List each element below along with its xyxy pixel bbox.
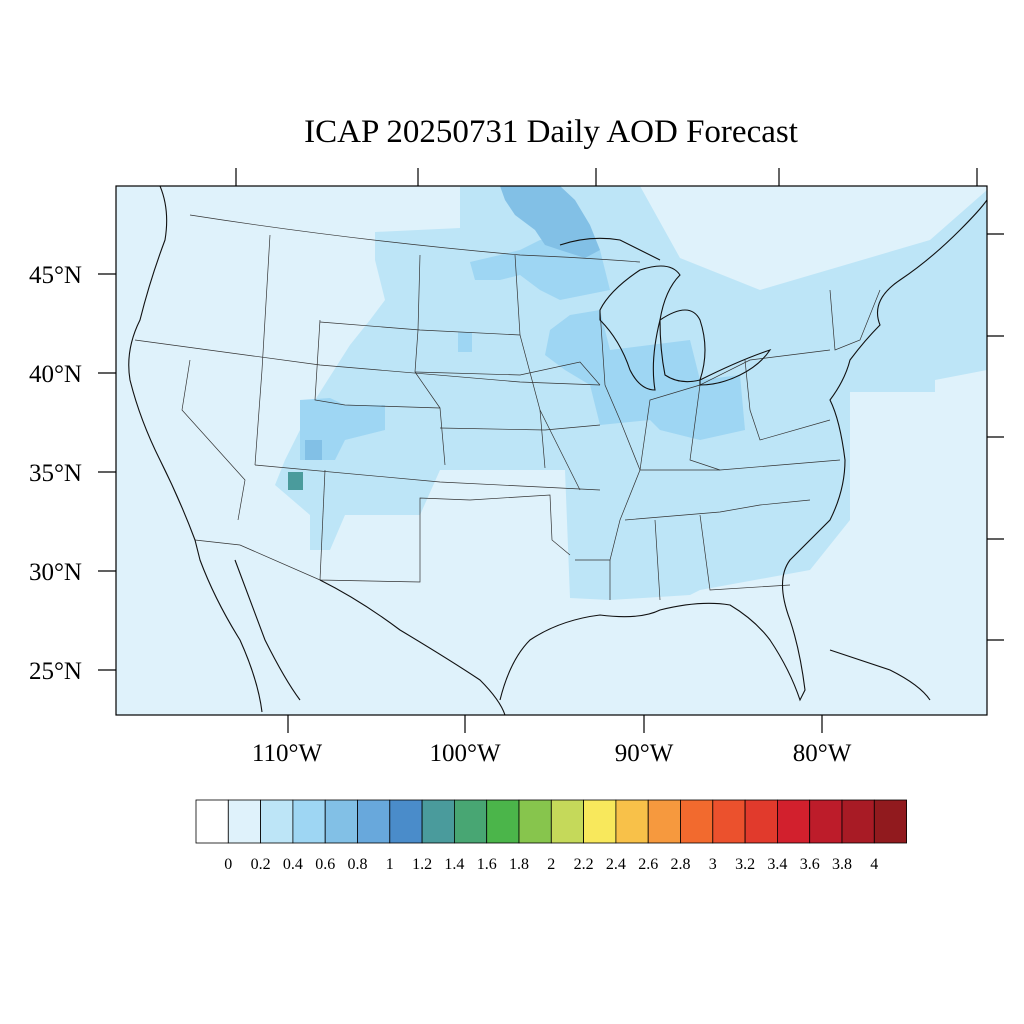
colorbar-label: 1.4: [444, 856, 464, 873]
aod-region-utah-arizona-fire: [288, 472, 303, 490]
colorbar-swatch: [227, 799, 262, 844]
aod-field: [275, 186, 987, 600]
colorbar-label: 2.4: [606, 856, 626, 873]
lon-label: 80°W: [793, 740, 852, 767]
lat-label: 25°N: [29, 658, 82, 685]
colorbar-swatch: [389, 799, 423, 844]
colorbar-label: 3.6: [800, 856, 820, 873]
colorbar-swatch: [550, 799, 584, 844]
colorbar-swatch: [292, 799, 326, 844]
lat-label: 40°N: [29, 361, 82, 388]
colorbar-swatch: [583, 799, 617, 844]
aod-region-utah-core: [305, 440, 322, 460]
colorbar-boxes: [195, 799, 907, 844]
colorbar-swatch: [712, 799, 746, 844]
colorbar-swatch: [647, 799, 681, 844]
colorbar: 0 0.2 0.4 0.6 0.8 1 1.2 1.4 1.6 1.8 2 2.2 2.4 2.6 2.8 3…: [195, 799, 907, 873]
colorbar-label: 2: [547, 856, 555, 873]
colorbar-label: 1.6: [477, 856, 497, 873]
colorbar-swatch: [421, 799, 455, 844]
colorbar-swatch: [324, 799, 358, 844]
lat-labels: 45°N 40°N 35°N 30°N 25°N: [29, 262, 82, 685]
aod-region-mn-ontario: [470, 240, 610, 300]
colorbar-swatch: [841, 799, 875, 844]
colorbar-label: 3.8: [832, 856, 852, 873]
colorbar-swatch: [195, 799, 229, 844]
colorbar-swatch: [486, 799, 520, 844]
colorbar-label: 3.4: [767, 856, 787, 873]
colorbar-swatch: [744, 799, 778, 844]
lon-labels: 110°W 100°W 90°W 80°W: [252, 740, 852, 767]
colorbar-label: 4: [870, 856, 878, 873]
colorbar-labels: 0 0.2 0.4 0.6 0.8 1 1.2 1.4 1.6 1.8 2 2.2 2.4 2.6 2.8 3…: [224, 856, 878, 873]
colorbar-label: 3: [709, 856, 717, 873]
colorbar-swatch: [260, 799, 294, 844]
map-ticks: [98, 168, 1004, 733]
state-borders: [134, 214, 881, 601]
lat-label: 45°N: [29, 262, 82, 289]
colorbar-label: 0.4: [283, 856, 303, 873]
colorbar-swatch: [680, 799, 714, 844]
map-frame: [115, 185, 988, 716]
colorbar-label: 0.2: [251, 856, 271, 873]
colorbar-swatch: [809, 799, 843, 844]
lon-label: 110°W: [252, 740, 323, 767]
colorbar-swatch: [873, 799, 907, 844]
colorbar-swatch: [777, 799, 811, 844]
colorbar-label: 1.8: [509, 856, 529, 873]
page-title: ICAP 20250731 Daily AOD Forecast: [304, 114, 798, 150]
colorbar-label: 0: [224, 856, 232, 873]
lon-label: 100°W: [429, 740, 500, 767]
colorbar-swatch: [453, 799, 488, 844]
lat-label: 35°N: [29, 460, 82, 487]
colorbar-label: 0.6: [315, 856, 335, 873]
aod-region-iowa-dot: [458, 332, 472, 352]
map-panel: 45°N 40°N 35°N 30°N 25°N 110°W 100°W 90°…: [29, 168, 1004, 767]
lon-label: 90°W: [615, 740, 674, 767]
colorbar-label: 2.8: [671, 856, 691, 873]
colorbar-swatch: [357, 799, 391, 844]
aod-region-wi-il-in: [545, 310, 745, 440]
colorbar-label: 2.6: [638, 856, 658, 873]
colorbar-label: 1: [386, 856, 394, 873]
colorbar-label: 1.2: [412, 856, 432, 873]
coastlines: [128, 186, 987, 715]
aod-region-minnesota-core: [500, 186, 600, 258]
colorbar-swatch: [518, 799, 552, 844]
colorbar-label: 3.2: [735, 856, 755, 873]
colorbar-label: 0.8: [348, 856, 368, 873]
colorbar-swatch: [615, 799, 649, 844]
lat-label: 30°N: [29, 559, 82, 586]
colorbar-label: 2.2: [574, 856, 594, 873]
